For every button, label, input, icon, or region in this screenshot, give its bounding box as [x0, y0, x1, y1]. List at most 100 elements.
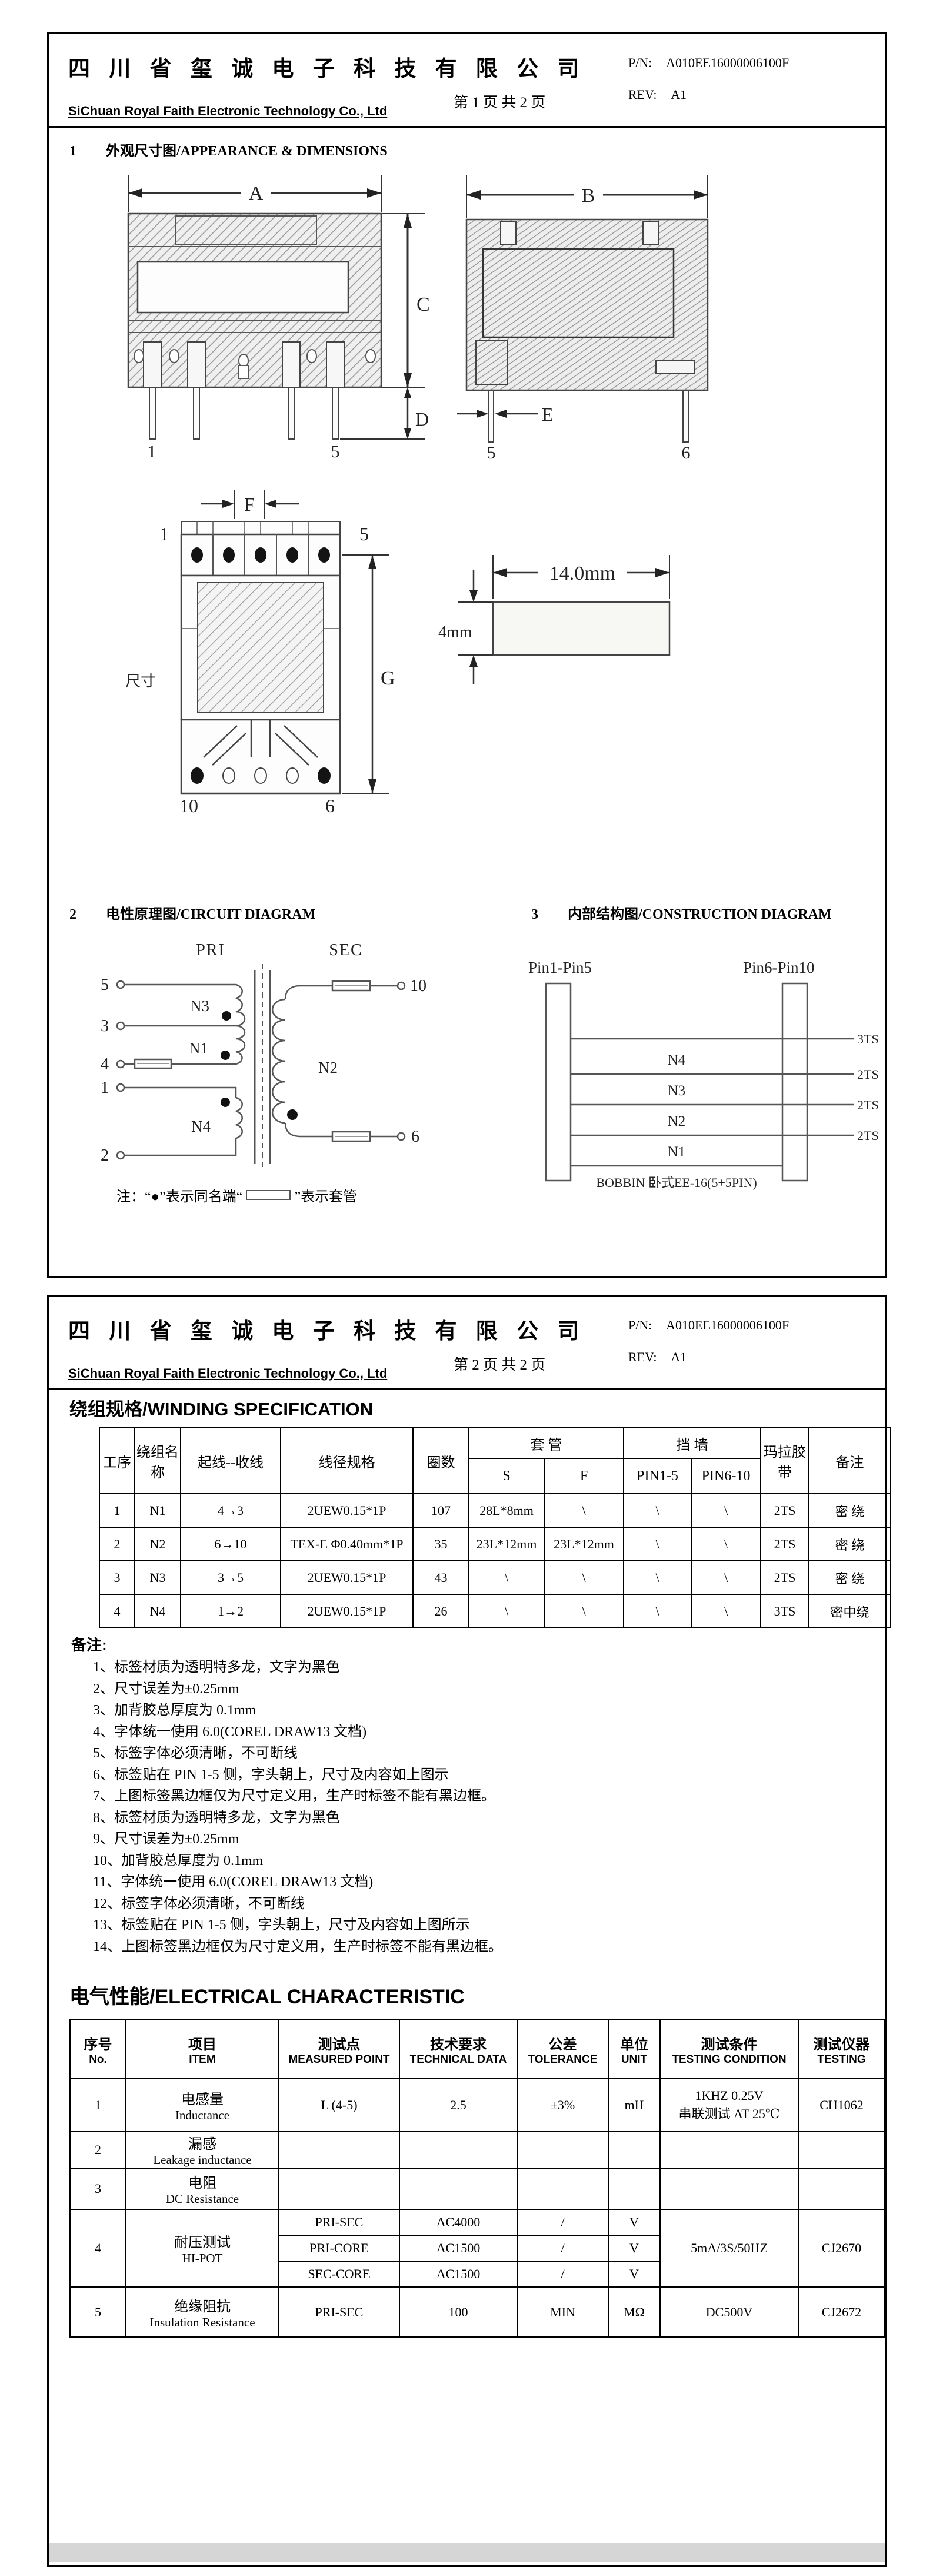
cons-layer-n1: N1: [668, 1144, 686, 1160]
dim-a-label: A: [249, 182, 264, 204]
item-en: DC Resistance: [165, 2192, 239, 2206]
construction-diagram: Pin1-Pin5 Pin6-Pin10 N4 N3 N2 N1 3TS 2TS…: [528, 959, 879, 1190]
eh-point: 测试点 MEASURED POINT: [278, 2019, 400, 2079]
label-width-dim: 14.0mm: [549, 563, 615, 584]
circuit-pin5: 5: [101, 976, 109, 994]
cell: CH1062: [798, 2078, 885, 2132]
eh-tol-en: TOLERANCE: [528, 2053, 598, 2066]
side-view-drawing: B E 5 6: [457, 175, 709, 461]
elec-row-4b: PRI-CORE AC1500 / V: [70, 2235, 885, 2262]
cell: \: [623, 1560, 692, 1595]
page-1: 四 川 省 玺 诚 电 子 科 技 有 限 公 司 SiChuan Royal …: [47, 32, 887, 1278]
section-2-number: 2: [69, 907, 76, 922]
eh-unit: 单位 UNIT: [608, 2019, 661, 2079]
revision: REV: A1: [628, 87, 687, 102]
note-9: 9、尺寸误差为±0.25mm: [93, 1832, 239, 1847]
note-7: 7、上图标签黑边框仅为尺寸定义用，生产时标签不能有黑边框。: [93, 1789, 495, 1804]
cell: 2.5: [399, 2078, 518, 2132]
page-2: 四 川 省 玺 诚 电 子 科 技 有 限 公 司 SiChuan Royal …: [47, 1295, 891, 2567]
eh-tech-cn: 技术要求: [430, 2037, 487, 2053]
company-name-en: SiChuan Royal Faith Electronic Technolog…: [68, 104, 388, 118]
col-sleeve-f: F: [544, 1458, 624, 1494]
size-note-label: 尺寸: [125, 673, 156, 690]
eh-item: 项目 ITEM: [125, 2019, 279, 2079]
item-en: Leakage inductance: [153, 2153, 252, 2167]
cell: 23L*12mm: [544, 1527, 624, 1561]
eh-item-cn: 项目: [188, 2037, 216, 2053]
cell: \: [691, 1493, 761, 1528]
cell: V: [608, 2235, 661, 2262]
rev-value: A1: [671, 87, 687, 102]
eh-cond-en: TESTING CONDITION: [672, 2053, 787, 2066]
sec-label: SEC: [329, 941, 362, 959]
sleeve-symbol: [246, 1190, 291, 1200]
eh-inst: 测试仪器 TESTING: [798, 2019, 885, 2079]
cell: 密 绕: [808, 1560, 891, 1595]
elec-row-2: 2 漏感 Leakage inductance: [69, 2131, 885, 2169]
winding-row-4: 4 N4 1→2 2UEW0.15*1P 26 \ \ \ \ 3TS 密中绕: [99, 1594, 891, 1628]
pn-value-p2: A010EE16000006100F: [666, 1318, 789, 1332]
pri-label: PRI: [196, 941, 225, 959]
cell: CJ2670: [798, 2209, 885, 2288]
circuit-legend: 注：“●”表示同名端“ ”表示套管: [116, 1185, 357, 1205]
footer-strip: [49, 2543, 885, 2562]
cell: N3: [134, 1560, 181, 1595]
cell: N4: [134, 1594, 181, 1628]
dim-b-label: B: [582, 185, 595, 207]
cell: CJ2672: [798, 2286, 885, 2338]
circuit-diagram: PRI SEC 5 3 4 1 2 N3 N1: [101, 941, 426, 1170]
col-tape: 玛拉胶带: [760, 1427, 809, 1494]
dim-f-label: F: [244, 494, 255, 515]
dim-g-label: G: [381, 667, 395, 689]
eh-tol: 公差 TOLERANCE: [517, 2019, 609, 2079]
cell: 耐压测试 HI-POT: [125, 2209, 279, 2288]
cell: [517, 2168, 609, 2210]
note-3: 3、加背胶总厚度为 0.1mm: [93, 1703, 256, 1718]
cell: PRI-CORE: [278, 2235, 400, 2262]
pn-label-p2: P/N:: [628, 1318, 652, 1332]
cell: 漏感 Leakage inductance: [125, 2131, 279, 2169]
cell: 1: [99, 1493, 135, 1528]
cell: \: [544, 1493, 624, 1528]
col-pin6-10: PIN6-10: [691, 1458, 761, 1494]
col-remark: 备注: [808, 1427, 891, 1494]
dim-d-label: D: [415, 408, 429, 430]
cell: 密 绕: [808, 1493, 891, 1528]
col-sleeve: 套 管: [468, 1427, 624, 1459]
cell: [278, 2168, 400, 2210]
col-wire-spec: 线径规格: [280, 1427, 414, 1494]
eh-tol-cn: 公差: [548, 2037, 577, 2053]
eh-inst-cn: 测试仪器: [813, 2037, 870, 2053]
cell: 3TS: [760, 1594, 809, 1628]
cell: 2UEW0.15*1P: [280, 1560, 414, 1595]
cell: AC4000: [399, 2209, 518, 2236]
cell: 100: [399, 2286, 518, 2338]
eh-no-en: No.: [89, 2053, 107, 2066]
cell: 28L*8mm: [468, 1493, 545, 1528]
cell: L (4-5): [278, 2078, 400, 2132]
page-number-p2: 第 2 页 共 2 页: [454, 1357, 546, 1373]
note-13: 13、标签贴在 PIN 1-5 侧，字头朝上，尺寸及内容如上图所示: [93, 1917, 470, 1933]
page-number: 第 1 页 共 2 页: [454, 95, 546, 111]
cell: ±3%: [517, 2078, 609, 2132]
winding-n3-label: N3: [190, 997, 209, 1015]
cons-tape-4: 2TS: [857, 1128, 879, 1143]
pn-value: A010EE16000006100F: [666, 55, 789, 70]
cell: \: [691, 1594, 761, 1628]
cell: [278, 2131, 400, 2169]
cell: PRI-SEC: [278, 2286, 400, 2338]
circuit-pin1: 1: [101, 1079, 109, 1097]
cons-caption: BOBBIN 卧式EE-16(5+5PIN): [596, 1175, 757, 1190]
item-en: Insulation Resistance: [149, 2315, 255, 2329]
winding-spec-title: 绕组规格/WINDING SPECIFICATION: [69, 1399, 374, 1420]
eh-inst-en: TESTING: [817, 2053, 866, 2066]
section-3-number: 3: [531, 907, 538, 922]
cons-tape-3: 2TS: [857, 1098, 879, 1112]
bottom-view-drawing: F 1 5: [125, 490, 395, 816]
cell: 绝缘阻抗 Insulation Resistance: [125, 2286, 279, 2338]
cons-right-pins: Pin6-Pin10: [743, 959, 815, 976]
side-pin-6-label: 6: [682, 443, 691, 461]
bottom-pin-10-label: 10: [179, 795, 198, 816]
cell: \: [544, 1560, 624, 1595]
